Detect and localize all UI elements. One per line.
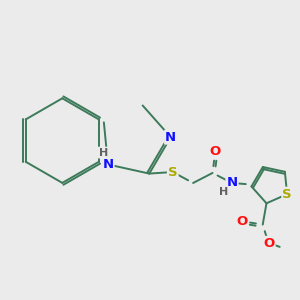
Text: N: N: [165, 130, 176, 144]
Text: O: O: [263, 237, 274, 250]
Text: O: O: [209, 146, 221, 158]
Text: S: S: [168, 166, 178, 178]
Text: O: O: [236, 215, 248, 228]
Text: H: H: [219, 187, 228, 197]
Text: S: S: [282, 188, 292, 201]
Text: N: N: [226, 176, 238, 190]
Text: H: H: [99, 148, 108, 158]
Text: N: N: [102, 158, 113, 171]
